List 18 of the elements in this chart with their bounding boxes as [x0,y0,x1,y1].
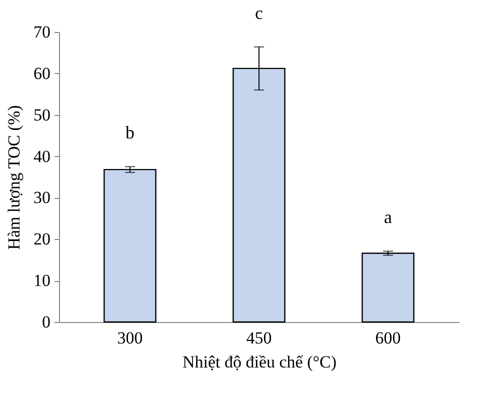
y-tick-label: 20 [34,230,50,249]
bar [362,252,414,323]
x-tick-label: 450 [246,328,272,348]
y-tick-label: 60 [34,64,50,83]
x-tick-label: 600 [375,328,401,348]
annotation: b [125,122,134,143]
y-tick-label: 30 [34,188,50,208]
y-tick-label: 40 [34,146,50,166]
annotation: a [384,207,392,228]
y-tick-label: 70 [34,22,50,42]
x-tick-label: 300 [117,328,143,348]
y-tick-label: 10 [34,271,50,290]
y-tick-label: 50 [34,105,50,124]
text: c [255,2,263,23]
x-axis-title: Nhiệt độ điều chế (°C) [182,352,337,372]
y-tick-label: 0 [42,312,50,332]
y-axis-title: Hàm lượng TOC (%) [4,105,24,250]
bar [104,168,156,323]
